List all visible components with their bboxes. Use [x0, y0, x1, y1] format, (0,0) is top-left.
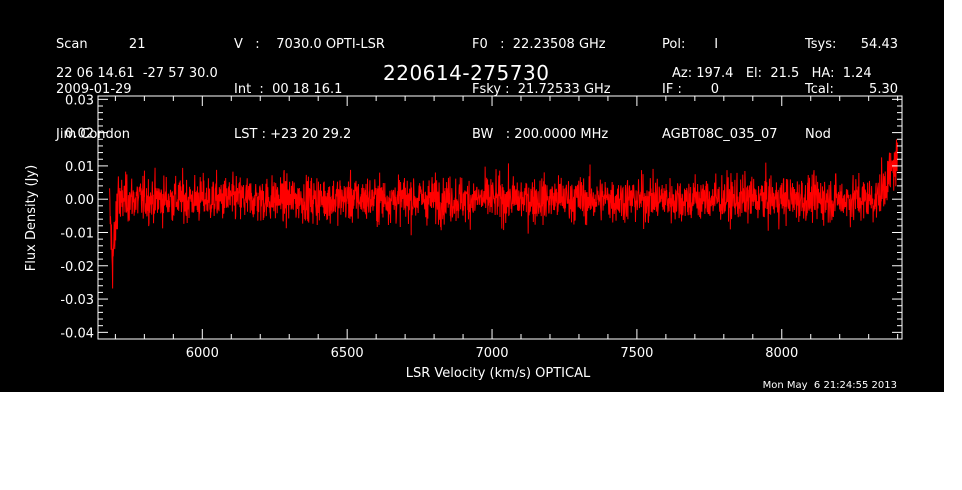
y-tick-label: -0.03: [60, 293, 94, 308]
spectrum-chart: 6000 6500 7000 7500 8000 -0.04 -0.03 -0.02 -0.01…: [24, 93, 903, 381]
system-values: 54.43 5.30: [840, 7, 898, 157]
y-tick-label: 0.00: [65, 193, 94, 208]
rest-frequency-line: F0 : 22.23508 GHz: [472, 37, 606, 52]
date-line: 2009-01-29: [56, 82, 132, 97]
bandwidth-line: BW : 200.0000 MHz: [472, 127, 609, 142]
project-line: AGBT08C_035_07: [662, 127, 778, 142]
sky-frequency-line: Fsky : 21.72533 GHz: [472, 82, 611, 97]
x-axis-label: LSR Velocity (km/s) OPTICAL: [406, 366, 591, 381]
plot-panel: Scan 21 2009-01-29 Jim Condon V : 7030.0…: [0, 0, 944, 392]
x-tick-label: 6000: [186, 346, 219, 361]
x-tick-label: 6500: [331, 346, 364, 361]
timestamp: Mon May 6 21:24:55 2013: [762, 380, 897, 391]
receiver-info: Pol: I IF : 0 AGBT08C_035_07: [662, 7, 778, 172]
x-tick-label: 7500: [620, 346, 653, 361]
system-labels: Tsys: Tcal: Nod: [805, 7, 836, 172]
integration-line: Int : 00 18 16.1: [234, 82, 343, 97]
y-tick-label: -0.04: [60, 326, 94, 341]
y-axis-label: Flux Density (Jy): [24, 165, 39, 271]
plot-frame: [97, 95, 903, 340]
tsys-label: Tsys:: [805, 37, 837, 52]
source-name: 220614-275730: [383, 61, 550, 85]
velocity-line: V : 7030.0 OPTI-LSR: [234, 37, 385, 52]
tcal-value: 5.30: [869, 82, 898, 97]
lst-line: LST : +23 20 29.2: [234, 127, 352, 142]
nod-label: Nod: [805, 127, 831, 142]
source-position: 22 06 14.61 -27 57 30.0: [56, 66, 218, 81]
tsys-value: 54.43: [860, 37, 898, 52]
az-el-ha: Az: 197.4 El: 21.5 HA: 1.24: [672, 66, 872, 81]
y-tick-label: -0.01: [60, 226, 94, 241]
observer-line: Jim Condon: [56, 127, 130, 142]
velocity-info: V : 7030.0 OPTI-LSR Int : 00 18 16.1 LST…: [234, 7, 385, 172]
trace-layer: [109, 139, 899, 289]
polarization-line: Pol: I: [662, 37, 719, 52]
y-tick-label: 0.03: [65, 93, 94, 108]
y-tick-label: 0.02: [65, 127, 94, 142]
scan-line: Scan 21: [56, 37, 146, 52]
frequency-info: F0 : 22.23508 GHz Fsky : 21.72533 GHz BW…: [472, 7, 611, 172]
y-tick-label: -0.02: [60, 260, 94, 275]
y-tick-label: 0.01: [65, 160, 94, 175]
x-tick-label: 7000: [475, 346, 508, 361]
spectrum-trace: [109, 139, 899, 289]
scan-info: Scan 21 2009-01-29 Jim Condon: [56, 7, 145, 172]
tcal-label: Tcal:: [805, 82, 834, 97]
x-tick-label: 8000: [765, 346, 798, 361]
if-line: IF : 0: [662, 82, 720, 97]
axes-layer: 6000 6500 7000 7500 8000 -0.04 -0.03 -0.02 -0.01…: [60, 93, 902, 361]
